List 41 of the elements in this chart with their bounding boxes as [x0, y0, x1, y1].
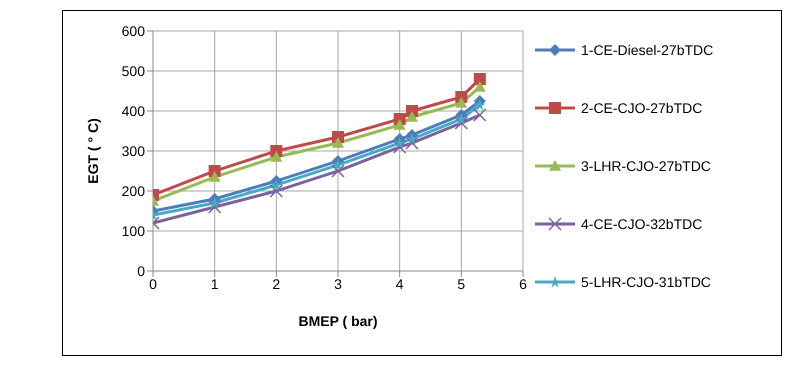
- point: [406, 133, 418, 145]
- point: [208, 200, 222, 214]
- legend-label: 5-LHR-CJO-31bTDC: [581, 274, 711, 290]
- x-tick-label: 2: [272, 276, 280, 292]
- point: [208, 197, 221, 209]
- y-tick-label: 400: [122, 102, 146, 119]
- point: [394, 119, 406, 130]
- x-tick-label: 3: [334, 276, 342, 292]
- point: [331, 164, 345, 178]
- x-tick-label: 0: [149, 276, 158, 292]
- point: [392, 140, 406, 154]
- y-tick-label: 600: [122, 22, 146, 39]
- legend-label: 1-CE-Diesel-27bTDC: [581, 42, 714, 58]
- y-tick-label: 0: [137, 262, 146, 279]
- point: [454, 116, 468, 130]
- point: [208, 171, 221, 182]
- y-tick-label: 500: [122, 62, 146, 79]
- point: [332, 137, 344, 148]
- legend-label: 4-CE-CJO-32bTDC: [581, 216, 702, 232]
- point: [406, 111, 418, 122]
- point: [455, 97, 468, 108]
- point: [270, 184, 284, 198]
- point: [405, 136, 419, 150]
- y-axis-title: EGT ( ° C): [84, 118, 101, 184]
- x-tick-label: 6: [519, 276, 528, 292]
- point: [455, 113, 468, 125]
- point: [473, 108, 487, 122]
- y-tick-label: 100: [122, 222, 146, 239]
- point: [270, 151, 282, 162]
- point: [394, 137, 406, 149]
- point: [474, 81, 486, 92]
- legend-label: 2-CE-CJO-27bTDC: [581, 100, 702, 116]
- point: [474, 99, 486, 111]
- y-tick-label: 300: [122, 142, 146, 159]
- point: [474, 73, 486, 85]
- y-tick-label: 200: [122, 182, 146, 199]
- x-tick-label: 1: [210, 276, 219, 292]
- x-tick-label: 4: [396, 276, 404, 292]
- legend-label: 3-LHR-CJO-27bTDC: [581, 158, 711, 174]
- x-tick-label: 5: [457, 276, 466, 292]
- x-axis-title: BMEP ( bar): [298, 313, 378, 329]
